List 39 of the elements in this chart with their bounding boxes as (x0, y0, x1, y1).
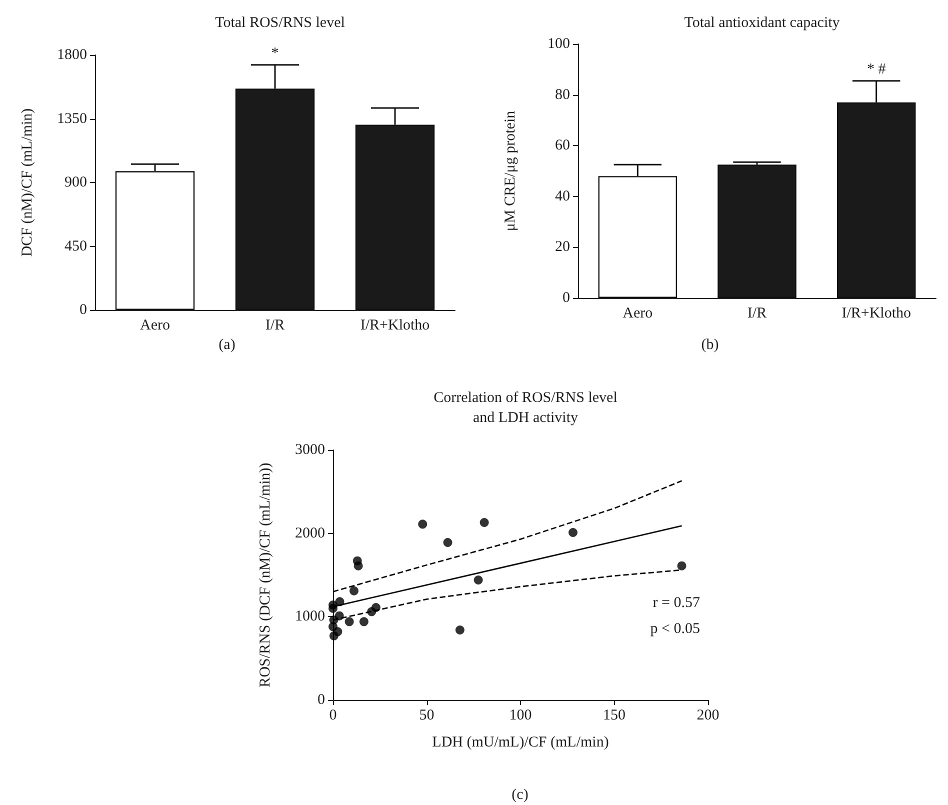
annotation: * # (866, 61, 886, 78)
x-axis-title: LDH (mU/mL)/CF (mL/min) (432, 734, 609, 750)
text: (c) (512, 787, 528, 803)
y-axis-title: DCF (nM)/CF (mL/min) (20, 108, 36, 257)
y-tick-label: 1000 (295, 608, 325, 625)
chart-title: Total antioxidant capacity (684, 15, 840, 31)
y-tick-label: 60 (555, 138, 570, 154)
x-tick-label: 0 (329, 708, 337, 724)
y-tick-label: 3000 (295, 442, 325, 458)
x-tick-label: I/R+Klotho (842, 306, 911, 322)
text: (a) (218, 337, 236, 353)
text: (b) (701, 337, 719, 353)
annotation: p < 0.05 (650, 621, 700, 637)
x-tick-label: I/R+Klotho (360, 318, 430, 334)
y-axis-title: ROS/RNS (DCF (nM)/CF (mL/min)) (258, 462, 274, 688)
x-tick-label: 100 (509, 708, 532, 724)
y-tick-label: 450 (64, 238, 87, 254)
x-tick-label: 150 (603, 708, 626, 724)
annotation: * (271, 45, 279, 62)
chart-title: Correlation of ROS/RNS level and LDH activity (434, 390, 618, 426)
x-tick-label: Aero (140, 318, 170, 334)
x-tick-label: I/R (265, 318, 285, 334)
annotation: r = 0.57 (652, 595, 700, 611)
y-tick-label: 0 (562, 290, 570, 306)
x-tick-label: 50 (419, 708, 434, 724)
y-tick-label: 2000 (295, 525, 325, 542)
y-tick-label: 80 (555, 86, 570, 103)
y-tick-label: 1350 (57, 110, 87, 127)
y-tick-label: 100 (548, 36, 570, 52)
y-tick-label: 20 (555, 239, 570, 256)
x-tick-label: Aero (622, 306, 653, 322)
y-tick-label: 40 (555, 188, 570, 204)
y-tick-label: 900 (64, 174, 87, 190)
chart-title: Total ROS/RNS level (215, 15, 345, 31)
x-tick-label: 200 (696, 708, 720, 724)
x-tick-label: I/R (747, 306, 767, 322)
y-tick-label: 0 (318, 692, 325, 708)
y-tick-label: 1800 (57, 47, 87, 63)
y-axis-title: μM CRE/μg protein (502, 110, 518, 232)
